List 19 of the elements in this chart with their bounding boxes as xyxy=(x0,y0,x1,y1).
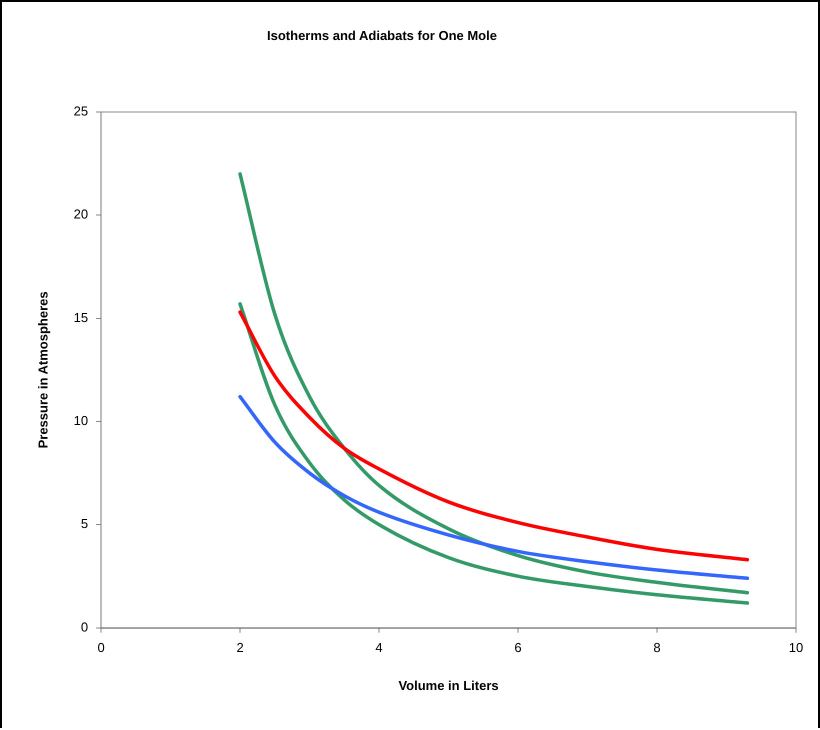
y-tick-label: 15 xyxy=(74,310,88,325)
x-tick-label: 8 xyxy=(653,640,661,656)
x-tick-label: 4 xyxy=(375,640,383,656)
line-series xyxy=(238,310,750,562)
line-series xyxy=(238,302,750,605)
y-tick-label: 5 xyxy=(80,516,88,532)
y-tick-label: 10 xyxy=(74,413,88,428)
x-axis-title: Volume in Liters xyxy=(398,678,499,693)
x-tick-label: 0 xyxy=(97,640,105,656)
x-tick-label: 10 xyxy=(788,640,804,656)
chart-title: Isotherms and Adiabats for One Mole xyxy=(266,28,498,43)
line-series xyxy=(238,394,750,580)
y-tick-label: 0 xyxy=(80,619,88,634)
y-axis-title: Pressure in Atmospheres xyxy=(35,291,50,448)
y-tick-label: 20 xyxy=(74,206,88,222)
line-series xyxy=(238,172,750,594)
y-tick-label: 25 xyxy=(74,104,88,119)
x-tick-label: 6 xyxy=(514,640,522,656)
x-tick-label: 2 xyxy=(236,640,244,656)
